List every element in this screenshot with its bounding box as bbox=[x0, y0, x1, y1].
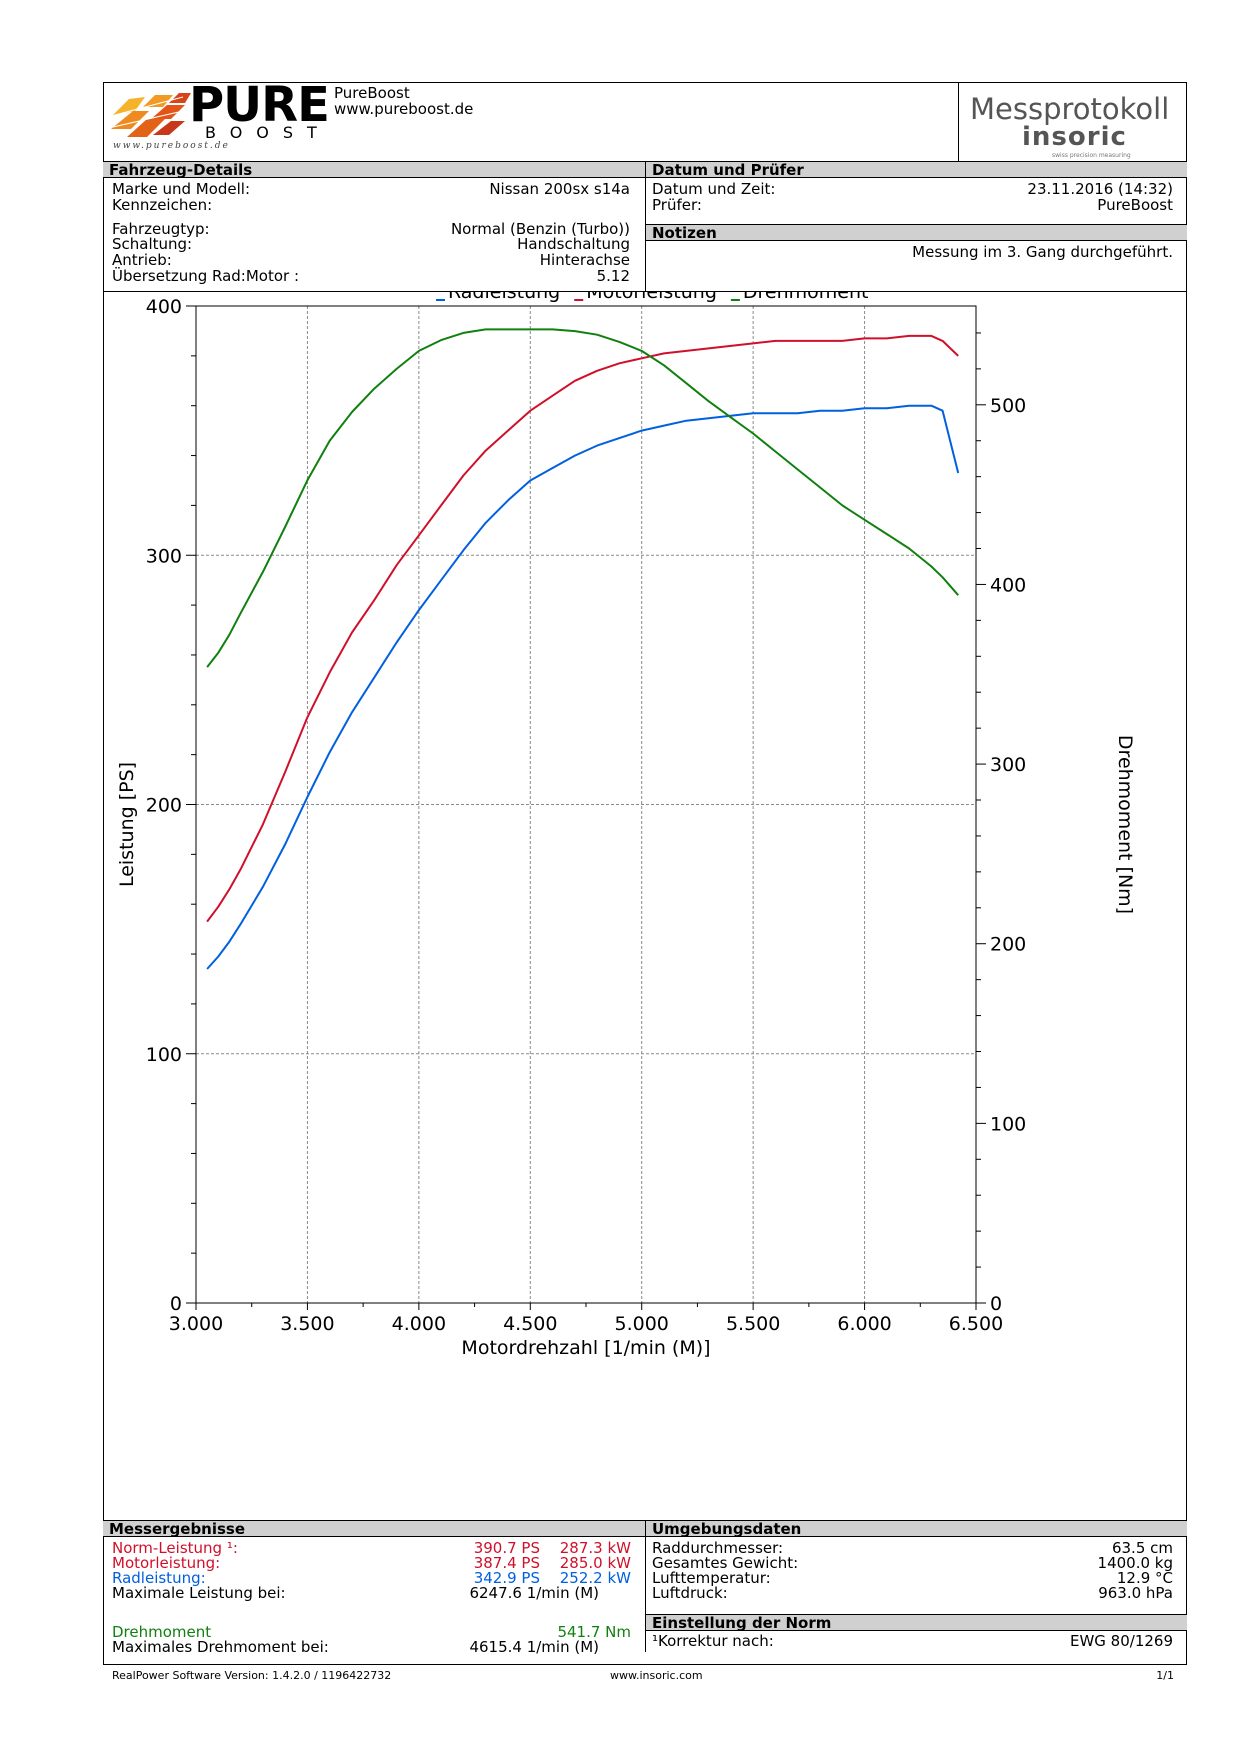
y2-tick-label: 200 bbox=[990, 934, 1026, 956]
x-tick-label: 5.500 bbox=[726, 1313, 780, 1335]
y-tick-label: 100 bbox=[146, 1044, 182, 1066]
engine-power-label: Motorleistung: bbox=[112, 1554, 221, 1572]
torque-label: Drehmoment bbox=[112, 1623, 212, 1641]
norm-power-kw: 287.3 kW bbox=[559, 1539, 631, 1557]
pressure-label: Luftdruck: bbox=[652, 1584, 728, 1602]
legend-label: Radleistung bbox=[448, 292, 560, 303]
x-tick-label: 5.000 bbox=[615, 1313, 669, 1335]
weight-label: Gesamtes Gewicht: bbox=[652, 1554, 799, 1572]
chart-grid bbox=[196, 305, 976, 1303]
series-line-motorleistung bbox=[206, 334, 959, 923]
type-label: Fahrzeugtyp: bbox=[112, 220, 210, 238]
wheel-diameter-value: 63.5 cm bbox=[1111, 1539, 1173, 1557]
results-divider bbox=[645, 1520, 646, 1652]
wheel-power-label: Radleistung: bbox=[112, 1569, 206, 1587]
header-divider bbox=[958, 82, 959, 162]
max-torque-label: Maximales Drehmoment bei: bbox=[112, 1638, 329, 1656]
details-bottom-rule bbox=[103, 291, 1187, 292]
temperature-value: 12.9 °C bbox=[1116, 1569, 1173, 1587]
insoric-logo: insoric bbox=[1022, 122, 1127, 152]
x-tick-label: 4.000 bbox=[392, 1313, 446, 1335]
brand-name: PureBoost bbox=[334, 84, 410, 102]
x-axis-title: Motordrehzahl [1/min (M)] bbox=[461, 1337, 710, 1359]
make-value: Nissan 200sx s14a bbox=[489, 180, 630, 198]
notes-text: Messung im 3. Gang durchgeführt. bbox=[912, 243, 1173, 261]
max-torque-value: 4615.4 1/min (M) bbox=[469, 1638, 599, 1656]
report-frame bbox=[103, 82, 1187, 1665]
type-value: Normal (Benzin (Turbo)) bbox=[450, 220, 630, 238]
correction-label: ¹Korrektur nach: bbox=[652, 1632, 774, 1650]
y2-tick-label: 0 bbox=[990, 1293, 1002, 1315]
pressure-value: 963.0 hPa bbox=[1098, 1584, 1173, 1602]
max-power-label: Maximale Leistung bei: bbox=[112, 1584, 286, 1602]
legend-label: Drehmoment bbox=[743, 292, 869, 303]
make-label: Marke und Modell: bbox=[112, 180, 251, 198]
x-tick-label: 6.500 bbox=[949, 1313, 1003, 1335]
wheel-power-kw: 252.2 kW bbox=[559, 1569, 631, 1587]
wheel-power-ps: 342.9 PS bbox=[473, 1569, 540, 1587]
notes-section-title: Notizen bbox=[645, 224, 1187, 241]
logo-word: PURE bbox=[189, 77, 330, 133]
software-version: RealPower Software Version: 1.4.2.0 / 11… bbox=[112, 1669, 392, 1682]
gear-label: Schaltung: bbox=[112, 235, 193, 253]
footer-website[interactable]: www.insoric.com bbox=[610, 1669, 703, 1682]
y2-axis-title: Drehmoment [Nm] bbox=[1114, 735, 1136, 914]
x-tick-label: 6.000 bbox=[837, 1313, 891, 1335]
temperature-label: Lufttemperatur: bbox=[652, 1569, 771, 1587]
y-tick-label: 300 bbox=[146, 545, 182, 567]
examiner-label: Prüfer: bbox=[652, 196, 702, 214]
series-line-drehmoment bbox=[206, 328, 959, 668]
x-tick-label: 3.500 bbox=[280, 1313, 334, 1335]
pureboost-logo: PURE BOOST www.pureboost.de bbox=[107, 79, 330, 155]
datetime-label: Datum und Zeit: bbox=[652, 180, 776, 198]
legend-label: Motorleistung bbox=[586, 292, 717, 303]
page-number: 1/1 bbox=[1156, 1669, 1174, 1682]
results-section-title: Messergebnisse bbox=[103, 1520, 645, 1537]
brand-url: www.pureboost.de bbox=[334, 100, 474, 118]
y2-tick-label: 500 bbox=[990, 395, 1026, 417]
logo-sub: BOOST bbox=[205, 123, 331, 142]
correction-value: EWG 80/1269 bbox=[1069, 1632, 1173, 1650]
wheel-diameter-label: Raddurchmesser: bbox=[652, 1539, 784, 1557]
norm-power-label: Norm-Leistung ¹: bbox=[112, 1539, 238, 1557]
y-axis-title: Leistung [PS] bbox=[116, 762, 138, 887]
report-title: Messprotokoll bbox=[970, 92, 1170, 126]
y-tick-label: 200 bbox=[146, 795, 182, 817]
datetime-value: 23.11.2016 (14:32) bbox=[1027, 180, 1173, 198]
chart-axes bbox=[186, 305, 986, 1310]
y2-tick-label: 300 bbox=[990, 754, 1026, 776]
examiner-value: PureBoost bbox=[1097, 196, 1173, 214]
ratio-value: 5.12 bbox=[596, 267, 630, 285]
torque-value: 541.7 Nm bbox=[557, 1623, 631, 1641]
weight-value: 1400.0 kg bbox=[1097, 1554, 1173, 1572]
drive-label: Antrieb: bbox=[112, 251, 172, 269]
logo-flame-icon bbox=[111, 93, 191, 137]
gear-value: Handschaltung bbox=[517, 235, 630, 253]
x-tick-label: 4.500 bbox=[503, 1313, 557, 1335]
y-tick-label: 0 bbox=[170, 1293, 182, 1315]
engine-power-kw: 285.0 kW bbox=[559, 1554, 631, 1572]
x-tick-label: 3.000 bbox=[169, 1313, 223, 1335]
chart-legend: Radleistung Motorleistung Drehmoment bbox=[436, 292, 868, 303]
pureboost-logo-mark bbox=[111, 93, 191, 137]
date-section-title: Datum und Prüfer bbox=[645, 161, 1187, 178]
y2-tick-label: 100 bbox=[990, 1113, 1026, 1135]
y2-tick-label: 400 bbox=[990, 574, 1026, 596]
norm-section-title: Einstellung der Norm bbox=[645, 1614, 1187, 1631]
max-power-value: 6247.6 1/min (M) bbox=[469, 1584, 599, 1602]
chart-series bbox=[206, 328, 960, 970]
logo-signature: www.pureboost.de bbox=[113, 141, 230, 151]
plate-label: Kennzeichen: bbox=[112, 196, 213, 214]
chart-labels: 3.000 3.500 4.000 4.500 5.000 5.500 6.000 6.500… bbox=[116, 296, 1136, 1359]
drive-value: Hinterachse bbox=[539, 251, 630, 269]
engine-power-ps: 387.4 PS bbox=[473, 1554, 540, 1572]
series-line-radleistung bbox=[206, 404, 960, 970]
power-torque-chart: Radleistung Motorleistung Drehmoment 3.000… bbox=[116, 292, 1136, 1359]
vehicle-section-title: Fahrzeug-Details bbox=[103, 161, 645, 178]
y-tick-label: 400 bbox=[146, 296, 182, 318]
insoric-tagline: swiss precision measuring bbox=[1052, 152, 1131, 159]
ratio-label: Übersetzung Rad:Motor : bbox=[112, 267, 300, 285]
environment-section-title: Umgebungsdaten bbox=[645, 1520, 1187, 1537]
norm-power-ps: 390.7 PS bbox=[473, 1539, 540, 1557]
